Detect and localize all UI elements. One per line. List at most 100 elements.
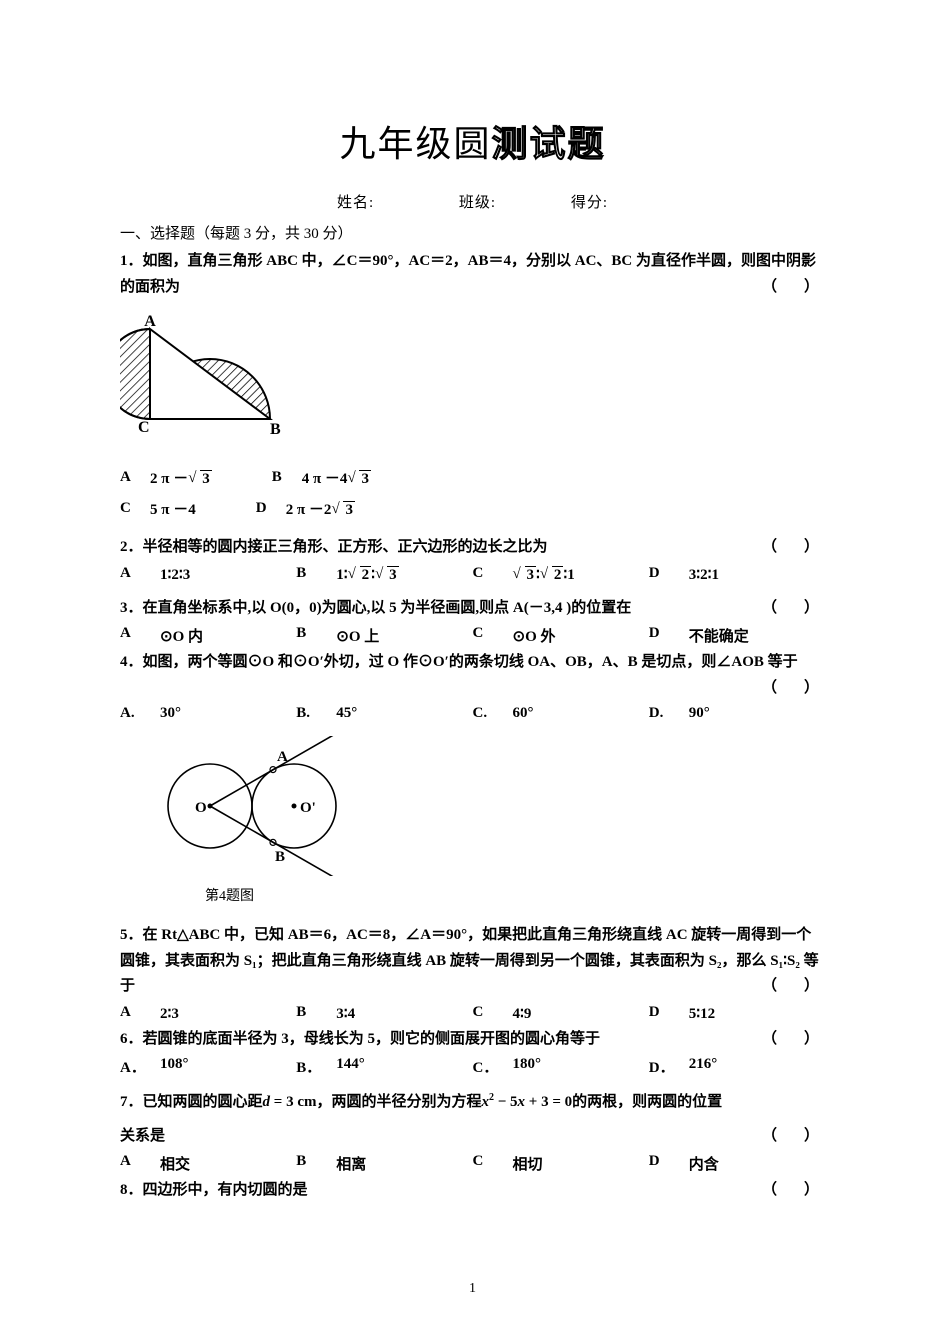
q7-opt-c: 相切 xyxy=(513,1153,649,1174)
q7-eq-mid: − 5 xyxy=(494,1094,518,1110)
q5-opt-c: 4∶9 xyxy=(513,1004,649,1023)
q2-opt-c-label: C xyxy=(473,565,513,584)
page-number: 1 xyxy=(0,1281,945,1297)
q4-text: 4．如图，两个等圆⊙O 和⊙O′外切，过 O 作⊙O′的两条切线 OA、OB，A… xyxy=(120,654,798,670)
q2-opt-a-label: A xyxy=(120,565,160,584)
q5-opt-b: 3∶4 xyxy=(336,1004,472,1023)
q7-opt-c-label: C xyxy=(473,1153,513,1174)
q2-opt-b-label: B xyxy=(296,565,336,584)
q1-answer-blank: （ ） xyxy=(762,275,825,301)
q7-opt-b-label: B xyxy=(296,1153,336,1174)
q4-opt-d: 90° xyxy=(689,705,825,722)
q7-text-pre: 7．已知两圆的圆心距 xyxy=(120,1094,263,1110)
figure-4: A B O O' 第4题图 xyxy=(150,736,825,905)
q3-answer-blank: （ ） xyxy=(762,596,825,622)
q3-opt-a-label: A xyxy=(120,625,160,646)
question-7: 7．已知两圆的圆心距d = 3 cm，两圆的半径分别为方程x2 − 5x + 3… xyxy=(120,1089,825,1116)
q1-opt-d-label: D xyxy=(256,500,286,517)
q3-opt-a: ⊙O 内 xyxy=(160,625,296,646)
figure-4-svg: A B O O' xyxy=(150,736,390,876)
q4-opt-b-label: B. xyxy=(296,705,336,722)
question-8: 8．四边形中，有内切圆的是 （ ） xyxy=(120,1178,825,1204)
page-title: 九年级圆测试题 xyxy=(120,115,825,167)
q2-opt-b: 1∶2∶3 xyxy=(336,565,472,584)
q4-options: A. 30° B. 45° C. 60° D. 90° xyxy=(120,705,825,722)
q7-opt-b: 相离 xyxy=(336,1153,472,1174)
q5-opt-a-label: A xyxy=(120,1004,160,1023)
svg-text:C: C xyxy=(138,419,150,436)
q6-opt-b: 144° xyxy=(336,1056,472,1077)
q3-text: 3．在直角坐标系中,以 O(0，0)为圆心,以 5 为半径画圆,则点 A(－3,… xyxy=(120,600,631,616)
q6-opt-d: 216° xyxy=(689,1056,825,1077)
q2-opt-d-label: D xyxy=(649,565,689,584)
q8-text: 8．四边形中，有内切圆的是 xyxy=(120,1182,308,1198)
name-label: 姓名: xyxy=(337,191,374,212)
q1-opt-b: 4 π －43 xyxy=(302,467,371,488)
q7-eq-post: + 3 = 0 xyxy=(525,1094,572,1110)
q6-answer-blank: （ ） xyxy=(762,1027,825,1053)
svg-text:A: A xyxy=(144,314,156,330)
svg-text:A: A xyxy=(277,749,288,765)
q5-opt-d: 5∶12 xyxy=(689,1004,825,1023)
q1-opt-b-label: B xyxy=(272,469,302,486)
question-7-line2: 关系是 （ ） xyxy=(120,1124,825,1150)
question-2: 2．半径相等的圆内接正三角形、正方形、正六边形的边长之比为 （ ） xyxy=(120,535,825,561)
title-part1: 九年级圆 xyxy=(339,124,491,164)
q4-opt-c: 60° xyxy=(513,705,649,722)
q1-options-row2: C 5 π －4 D 2 π －23 xyxy=(120,498,825,519)
svg-text:B: B xyxy=(270,421,281,438)
q3-opt-d: 不能确定 xyxy=(689,625,825,646)
q7-opt-a-label: A xyxy=(120,1153,160,1174)
q1-opt-d: 2 π －23 xyxy=(286,498,355,519)
svg-text:O: O xyxy=(195,800,207,816)
question-6: 6．若圆锥的底面半径为 3，母线长为 5，则它的侧面展开图的圆心角等于 （ ） xyxy=(120,1027,825,1053)
q3-opt-b-label: B xyxy=(296,625,336,646)
q6-opt-c: 180° xyxy=(513,1056,649,1077)
q7-answer-blank: （ ） xyxy=(762,1124,825,1150)
q7-eq-x: x xyxy=(481,1094,489,1110)
q3-opt-c-label: C xyxy=(473,625,513,646)
q6-options: A． 108° B． 144° C． 180° D． 216° xyxy=(120,1056,825,1077)
figure-4-caption: 第4题图 xyxy=(205,885,825,905)
q1-opt-c-label: C xyxy=(120,500,150,517)
q7-opt-d-label: D xyxy=(649,1153,689,1174)
q4-opt-a-label: A. xyxy=(120,705,160,722)
q1-opt-c: 5 π －4 xyxy=(150,498,196,519)
q7-options: A 相交 B 相离 C 相切 D 内含 xyxy=(120,1153,825,1174)
svg-text:O': O' xyxy=(300,800,316,816)
q1-text: 1．如图，直角三角形 ABC 中，∠C＝90°，AC＝2，AB＝4，分别以 AC… xyxy=(120,253,816,295)
q1-opt-a-label: A xyxy=(120,469,150,486)
q6-text: 6．若圆锥的底面半径为 3，母线长为 5，则它的侧面展开图的圆心角等于 xyxy=(120,1031,600,1047)
q2-options: A 1∶2∶3 B 1∶2∶3 C 3∶2∶1 D 3∶2∶1 xyxy=(120,565,825,584)
section-1-heading: 一、选择题（每题 3 分，共 30 分） xyxy=(120,222,825,243)
q4-opt-c-label: C. xyxy=(473,705,513,722)
q8-answer-blank: （ ） xyxy=(762,1178,825,1204)
class-label: 班级: xyxy=(459,191,496,212)
q6-opt-a-label: A． xyxy=(120,1056,160,1077)
question-3: 3．在直角坐标系中,以 O(0，0)为圆心,以 5 为半径画圆,则点 A(－3,… xyxy=(120,596,825,622)
q3-options: A ⊙O 内 B ⊙O 上 C ⊙O 外 D 不能确定 xyxy=(120,625,825,646)
q2-opt-a: 1∶2∶3 xyxy=(160,565,296,584)
q7-text-mid2: 的两根，则两圆的位置 xyxy=(572,1094,722,1110)
q3-opt-b: ⊙O 上 xyxy=(336,625,472,646)
question-5: 5．在 Rt△ABC 中，已知 AB＝6，AC＝8，∠A＝90°，如果把此直角三… xyxy=(120,923,825,1000)
q2-opt-d: 3∶2∶1 xyxy=(689,565,825,584)
svg-text:B: B xyxy=(275,849,285,865)
q2-text: 2．半径相等的圆内接正三角形、正方形、正六边形的边长之比为 xyxy=(120,539,548,555)
q5-opt-b-label: B xyxy=(296,1004,336,1023)
q5-opt-a: 2∶3 xyxy=(160,1004,296,1023)
q4-opt-b: 45° xyxy=(336,705,472,722)
figure-1-svg: A C B xyxy=(120,314,290,444)
q5-opt-d-label: D xyxy=(649,1004,689,1023)
q4-answer-blank: （ ） xyxy=(762,676,825,702)
question-1: 1．如图，直角三角形 ABC 中，∠C＝90°，AC＝2，AB＝4，分别以 AC… xyxy=(120,249,825,300)
q6-opt-a: 108° xyxy=(160,1056,296,1077)
q7-eq-x2: x xyxy=(518,1094,526,1110)
q7-opt-a: 相交 xyxy=(160,1153,296,1174)
q5-options: A 2∶3 B 3∶4 C 4∶9 D 5∶12 xyxy=(120,1004,825,1023)
figure-1: A C B xyxy=(120,314,825,449)
q4-opt-d-label: D. xyxy=(649,705,689,722)
q7-opt-d: 内含 xyxy=(689,1153,825,1174)
q5-opt-c-label: C xyxy=(473,1004,513,1023)
q2-answer-blank: （ ） xyxy=(762,535,825,561)
